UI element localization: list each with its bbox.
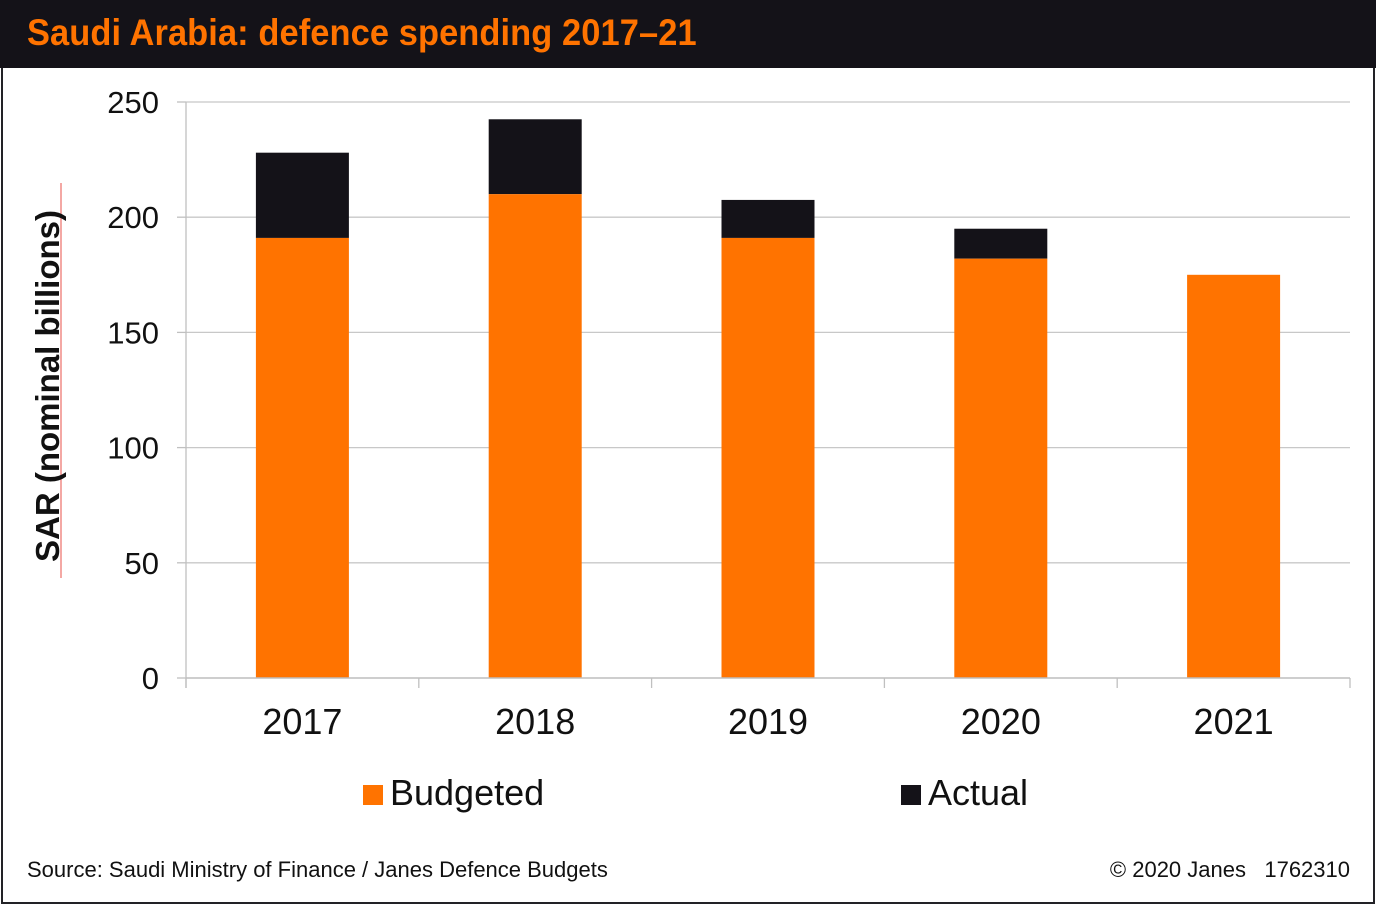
y-axis-label: SAR (nominal billions) [29, 210, 66, 562]
bar-actual-2018 [488, 119, 582, 195]
y-tick-label: 100 [107, 431, 159, 466]
x-tick-label: 2017 [262, 701, 342, 742]
x-tick-label: 2019 [728, 701, 808, 742]
bar-budgeted-2017 [255, 237, 349, 678]
y-tick-label: 250 [107, 85, 159, 120]
bars [255, 119, 1281, 678]
copyright-note: © 2020 Janes 1762310 [1110, 857, 1350, 883]
bar-budgeted-2019 [721, 237, 815, 678]
chart-title: Saudi Arabia: defence spending 2017–21 [27, 12, 697, 53]
legend-label-actual: Actual [928, 772, 1029, 813]
x-tick-label: 2020 [961, 701, 1041, 742]
legend-swatch-budgeted [363, 785, 383, 805]
y-axis-ticks: 0 50 100 150 200 250 [107, 85, 186, 696]
bar-actual-2019 [721, 199, 815, 238]
bar-budgeted-2020 [954, 258, 1048, 678]
figure-id: 1762310 [1264, 857, 1350, 882]
bar-actual-2020 [954, 228, 1048, 259]
legend-label-budgeted: Budgeted [390, 772, 545, 813]
bar-actual-2017 [255, 152, 349, 238]
source-note: Source: Saudi Ministry of Finance / Jane… [27, 857, 608, 882]
x-tick-label: 2021 [1194, 701, 1274, 742]
x-axis-labels: 2017 2018 2019 2020 2021 [262, 701, 1273, 742]
axes [185, 102, 1351, 688]
bar-budgeted-2018 [488, 194, 582, 678]
bar-budgeted-2021 [1187, 274, 1281, 678]
y-tick-label: 200 [107, 200, 159, 235]
legend-swatch-actual [901, 785, 921, 805]
y-tick-label: 50 [125, 546, 159, 581]
title-bar: Saudi Arabia: defence spending 2017–21 [0, 0, 1376, 68]
legend-item-budgeted: Budgeted [363, 772, 544, 814]
copyright-text: © 2020 Janes [1109, 857, 1246, 882]
legend-item-actual: Actual [901, 772, 1028, 814]
x-tick-label: 2018 [495, 701, 575, 742]
y-tick-label: 150 [107, 315, 159, 350]
y-tick-label: 0 [142, 661, 159, 696]
